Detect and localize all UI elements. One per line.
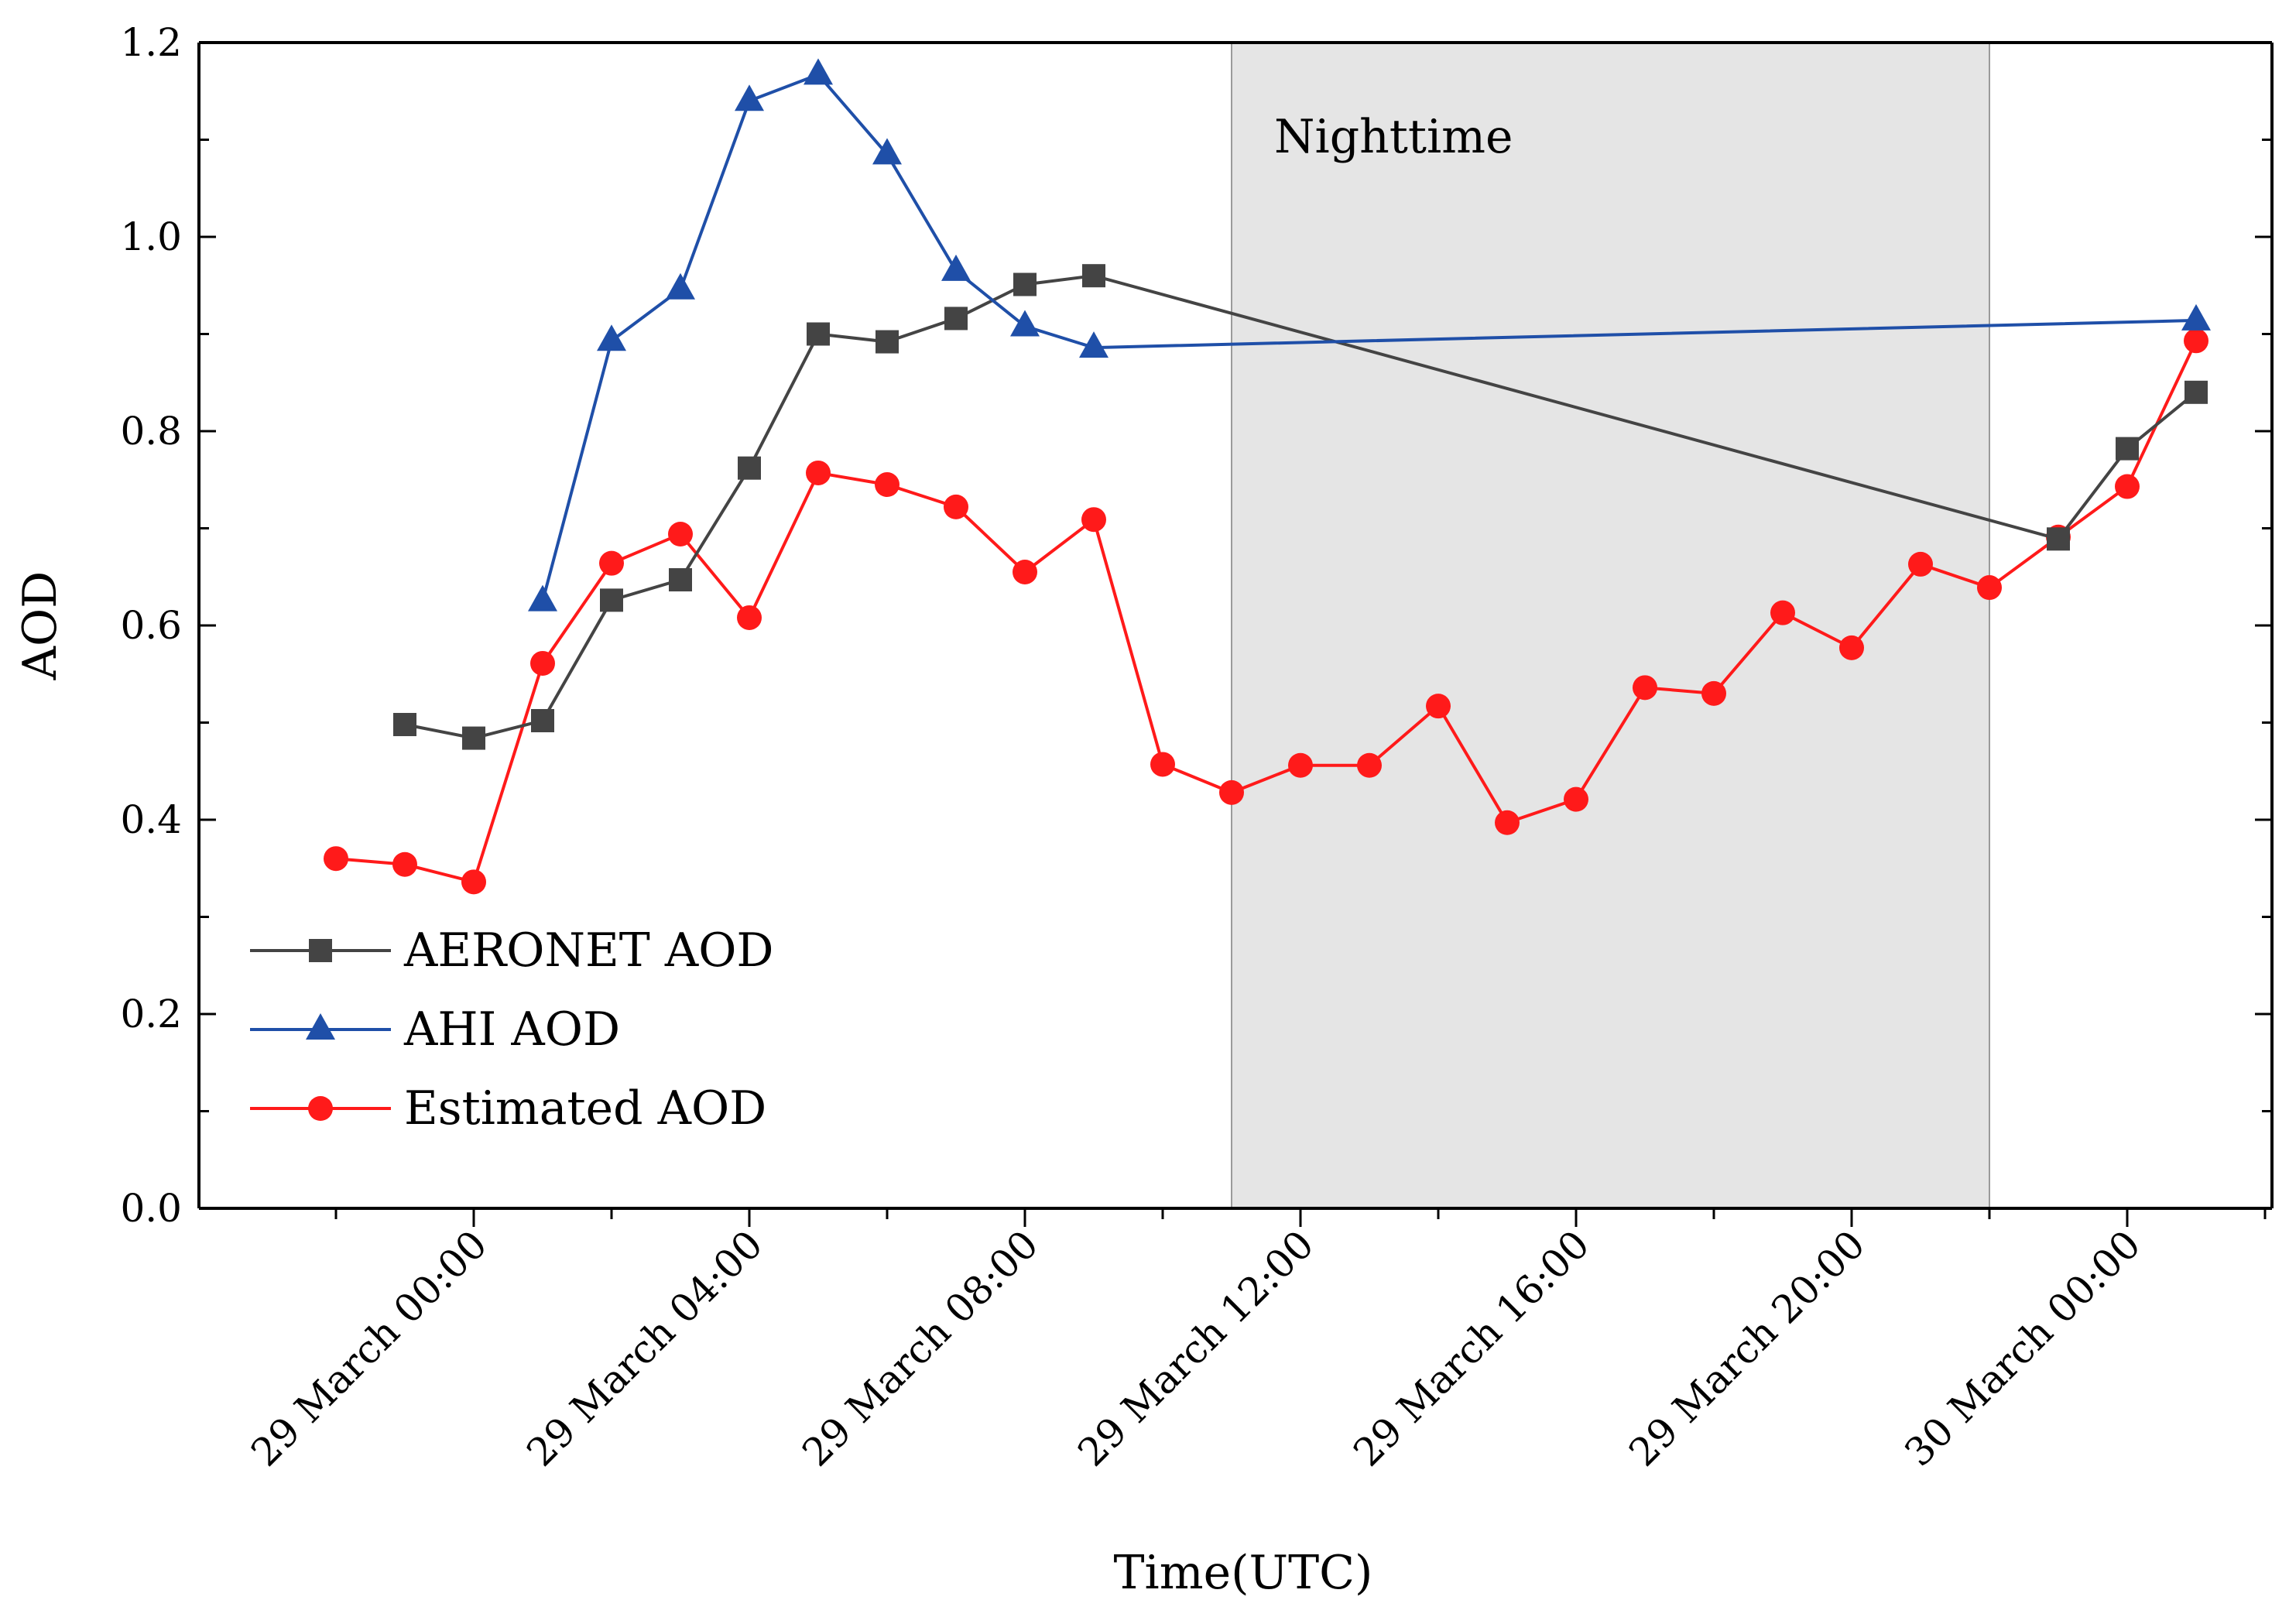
data-point: [392, 851, 417, 877]
data-point: [875, 472, 899, 498]
data-point: [1357, 752, 1382, 778]
series-aeronet-aod: [393, 264, 2208, 750]
series-ahi-aod: [528, 58, 2211, 612]
legend-item-estimated-aod: Estimated AOD: [250, 1081, 766, 1136]
nighttime-shaded-region: [1231, 42, 1990, 1209]
data-point: [668, 522, 693, 547]
x-axis-title: Time(UTC): [1114, 1546, 1373, 1600]
series-layer: [324, 58, 2211, 895]
y-tick-label: 0.6: [120, 603, 182, 648]
data-point: [1495, 810, 1520, 835]
legend-label: AHI AOD: [403, 1002, 620, 1057]
data-point: [1908, 551, 1933, 577]
x-tick-label: 29 March 04:00: [518, 1221, 771, 1475]
nighttime-label: Nighttime: [1274, 110, 1513, 164]
data-point: [872, 138, 902, 165]
y-tick-label: 0.2: [120, 992, 182, 1036]
legend-marker: [309, 939, 332, 962]
x-tick-label: 29 March 20:00: [1620, 1221, 1873, 1475]
x-tick-label: 29 March 00:00: [242, 1221, 495, 1475]
data-point: [2115, 474, 2140, 499]
data-point: [528, 584, 557, 612]
data-point: [1701, 680, 1726, 706]
data-point: [597, 324, 626, 351]
legend-marker: [308, 1096, 333, 1121]
data-point: [2184, 380, 2208, 404]
data-point: [2184, 328, 2208, 354]
data-point: [735, 84, 764, 111]
data-point: [737, 605, 762, 630]
data-point: [393, 713, 416, 737]
x-tick-labels: 29 March 00:00 29 March 04:00 29 March 08:…: [242, 1221, 2149, 1475]
series-line: [335, 340, 2198, 884]
y-tick-label: 0.4: [120, 797, 182, 842]
y-tick-label: 0.0: [120, 1186, 182, 1231]
data-point: [530, 650, 555, 676]
data-point: [1633, 675, 1657, 701]
data-point: [1081, 507, 1106, 533]
series-line: [541, 73, 2197, 602]
data-point: [804, 58, 833, 85]
data-point: [1219, 779, 1244, 805]
data-point: [324, 846, 348, 872]
legend-item-aeronet-aod: AERONET AOD: [250, 923, 774, 978]
data-point: [1770, 600, 1795, 625]
data-point: [944, 307, 968, 331]
data-point: [944, 494, 968, 519]
legend-marker: [306, 1013, 335, 1040]
x-tick-label: 29 March 12:00: [1069, 1221, 1322, 1475]
series-line: [404, 274, 2198, 740]
axes: [197, 41, 2274, 1227]
y-tick-label: 1.2: [120, 20, 182, 65]
data-point: [462, 726, 485, 750]
data-point: [1977, 575, 2002, 601]
legend-item-ahi-aod: AHI AOD: [250, 1002, 620, 1057]
data-point: [1013, 272, 1037, 296]
y-tick-label: 1.0: [120, 214, 182, 259]
data-point: [941, 254, 971, 281]
data-point: [1839, 635, 1864, 660]
legend-label: AERONET AOD: [403, 923, 774, 978]
x-tick-label: 29 March 08:00: [793, 1221, 1047, 1475]
data-point: [1288, 752, 1313, 778]
legend-label: Estimated AOD: [404, 1081, 766, 1136]
data-point: [806, 460, 831, 485]
data-point: [1013, 559, 1037, 584]
data-point: [599, 550, 624, 576]
data-point: [1426, 694, 1451, 719]
legend: AERONET AOD AHI AOD Estimated AOD: [250, 923, 774, 1136]
y-axis-title: AOD: [13, 571, 67, 681]
data-point: [876, 330, 899, 354]
data-point: [2181, 303, 2211, 331]
data-point: [461, 869, 486, 895]
data-point: [666, 272, 695, 300]
data-point: [2047, 527, 2070, 551]
data-point: [1150, 752, 1175, 777]
y-tick-label: 0.8: [120, 409, 182, 454]
x-tick-label: 29 March 16:00: [1345, 1221, 1598, 1475]
data-point: [807, 322, 830, 346]
nighttime-band: [1231, 42, 1990, 1209]
data-point: [531, 708, 554, 732]
data-point: [1079, 331, 1109, 358]
data-point: [600, 588, 623, 612]
data-point: [1564, 786, 1588, 812]
y-tick-labels: 0.0 0.2 0.4 0.6 0.8 1.0 1.2: [120, 20, 182, 1231]
data-point: [2116, 437, 2139, 461]
data-point: [1082, 264, 1105, 288]
data-point: [738, 456, 761, 480]
data-point: [669, 568, 692, 592]
data-point: [1010, 310, 1040, 337]
x-tick-label: 30 March 00:00: [1896, 1221, 2149, 1475]
